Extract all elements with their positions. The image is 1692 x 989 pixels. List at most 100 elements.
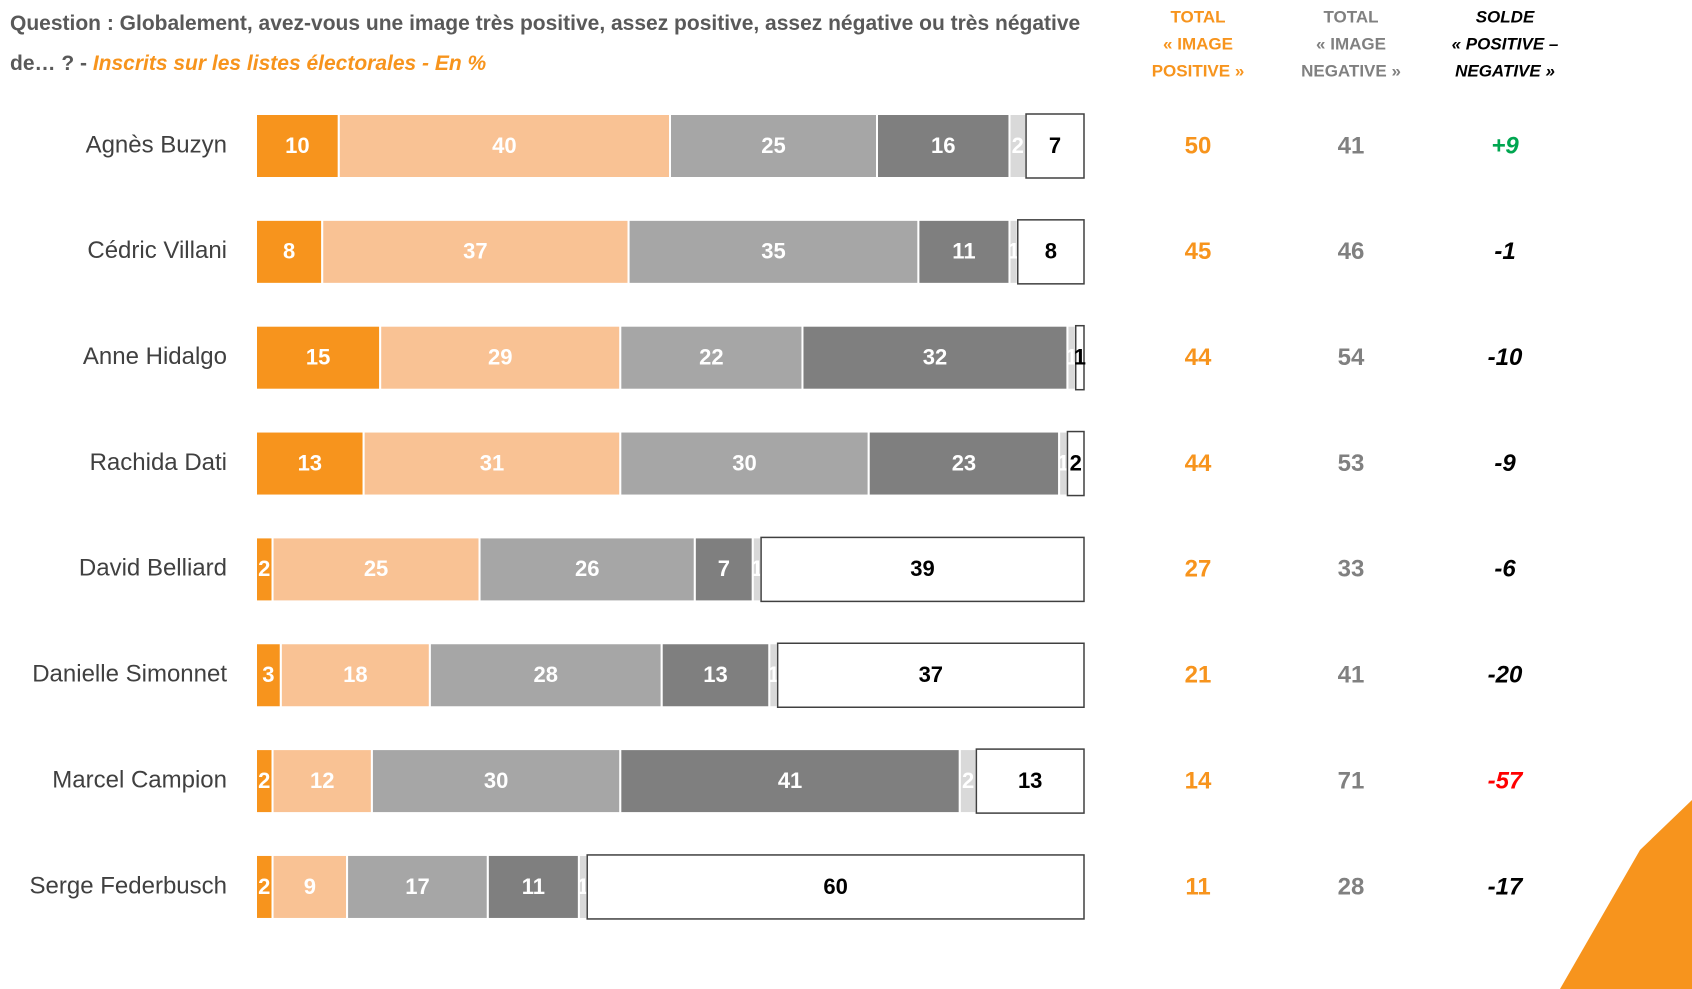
- segment-label: 9: [304, 874, 316, 899]
- segment-label: 13: [1018, 768, 1042, 793]
- bar-segment: [346, 853, 489, 920]
- bar-segment: [975, 748, 1085, 814]
- column-value: 50: [1185, 132, 1212, 159]
- segment-label: 12: [310, 768, 334, 793]
- segment-label: 1: [1057, 450, 1069, 475]
- corner-decoration: [1560, 800, 1692, 989]
- column-value: 44: [1185, 344, 1212, 371]
- segment-label: 8: [283, 239, 295, 264]
- category-label: Agnès Buzyn: [86, 131, 227, 158]
- column-value: -9: [1494, 450, 1516, 477]
- bar-segment: [760, 536, 1085, 603]
- segment-label: 2: [258, 768, 270, 793]
- segment-label: 32: [923, 345, 947, 370]
- bar-segment: [271, 853, 349, 920]
- segment-label: 22: [699, 345, 723, 370]
- segment-label: 13: [298, 450, 322, 475]
- segment-label: 2: [258, 874, 270, 899]
- column-value: 27: [1185, 556, 1212, 583]
- segment-label: 2: [1012, 133, 1024, 158]
- bar-segment: [478, 536, 696, 603]
- segment-label: 1: [767, 662, 779, 687]
- column-value: -10: [1488, 344, 1523, 371]
- segment-label: 29: [488, 345, 512, 370]
- column-value: -1: [1494, 238, 1515, 265]
- segment-label: 25: [761, 133, 785, 158]
- bar-segment: [271, 748, 373, 815]
- category-label: Anne Hidalgo: [83, 343, 227, 370]
- column-header: NEGATIVE »: [1301, 61, 1401, 80]
- segment-label: 2: [258, 556, 270, 581]
- segment-label: 28: [534, 662, 558, 687]
- segment-label: 35: [761, 239, 785, 264]
- column-value: 28: [1338, 873, 1365, 900]
- column-value: 44: [1185, 450, 1212, 477]
- column-value: 33: [1338, 556, 1365, 583]
- bar-segment: [619, 324, 804, 391]
- segment-label: 15: [306, 345, 330, 370]
- column-value: -17: [1488, 873, 1524, 900]
- bar-segment: [586, 854, 1085, 920]
- column-header: « POSITIVE –: [1452, 34, 1559, 53]
- column-value: 45: [1185, 238, 1212, 265]
- segment-label: 1: [577, 874, 589, 899]
- segment-label: 30: [732, 450, 756, 475]
- segment-label: 25: [364, 556, 388, 581]
- segment-label: 26: [575, 556, 599, 581]
- category-label: Cédric Villani: [87, 237, 227, 264]
- column-value: +9: [1491, 132, 1519, 159]
- column-value: -57: [1488, 767, 1524, 794]
- segment-label: 2: [962, 768, 974, 793]
- segment-label: 13: [703, 662, 727, 687]
- column-header: TOTAL: [1170, 7, 1225, 26]
- chart-title: Question : Globalement, avez-vous une im…: [10, 12, 1081, 75]
- segment-label: 37: [463, 239, 487, 264]
- column-value: 41: [1338, 662, 1365, 689]
- column-header: « IMAGE: [1316, 34, 1386, 53]
- bar-segment: [370, 748, 622, 815]
- segment-label: 39: [910, 556, 934, 581]
- segment-label: 17: [405, 874, 429, 899]
- bar-segment: [1066, 430, 1085, 497]
- segment-label: 3: [262, 662, 274, 687]
- column-value: -6: [1494, 556, 1516, 583]
- bar-segment: [271, 536, 481, 603]
- bar-segment: [917, 218, 1011, 285]
- segment-label: 7: [718, 556, 730, 581]
- bar-segment: [255, 113, 340, 179]
- segment-label: 1: [1007, 239, 1019, 264]
- bar-segment: [486, 853, 580, 920]
- bar-segment: [627, 218, 920, 285]
- segment-label: 18: [343, 662, 367, 687]
- segment-label: 40: [492, 133, 516, 158]
- bar-segment: [379, 324, 622, 391]
- category-label: Serge Federbusch: [30, 872, 227, 899]
- segment-label: 16: [931, 133, 955, 158]
- column-value: 41: [1338, 132, 1365, 159]
- bar-segment: [1074, 324, 1085, 391]
- bar-segment: [321, 218, 630, 285]
- column-header: TOTAL: [1323, 7, 1378, 26]
- bar-segment: [362, 430, 622, 497]
- segment-label: 31: [480, 450, 504, 475]
- segment-label: 11: [952, 239, 975, 264]
- bar-segment: [255, 430, 365, 497]
- segment-label: 23: [952, 450, 976, 475]
- category-label: David Belliard: [79, 555, 227, 582]
- column-value: 71: [1338, 767, 1365, 794]
- segment-label: 37: [919, 662, 943, 687]
- segment-label: 60: [823, 874, 847, 899]
- category-label: Rachida Dati: [90, 449, 227, 476]
- chart-subtitle: Inscrits sur les listes électorales - En…: [92, 52, 487, 75]
- column-header: SOLDE: [1476, 7, 1535, 26]
- bar-segment: [255, 218, 324, 285]
- category-label: Danielle Simonnet: [32, 661, 227, 688]
- segment-label: 10: [285, 133, 309, 158]
- category-label: Marcel Campion: [52, 766, 227, 793]
- column-value: -20: [1488, 662, 1523, 689]
- segment-label: 1: [751, 556, 763, 581]
- bar-segment: [1025, 113, 1085, 179]
- bar-segment: [255, 642, 282, 709]
- title-block: Question : Globalement, avez-vous une im…: [10, 4, 1130, 84]
